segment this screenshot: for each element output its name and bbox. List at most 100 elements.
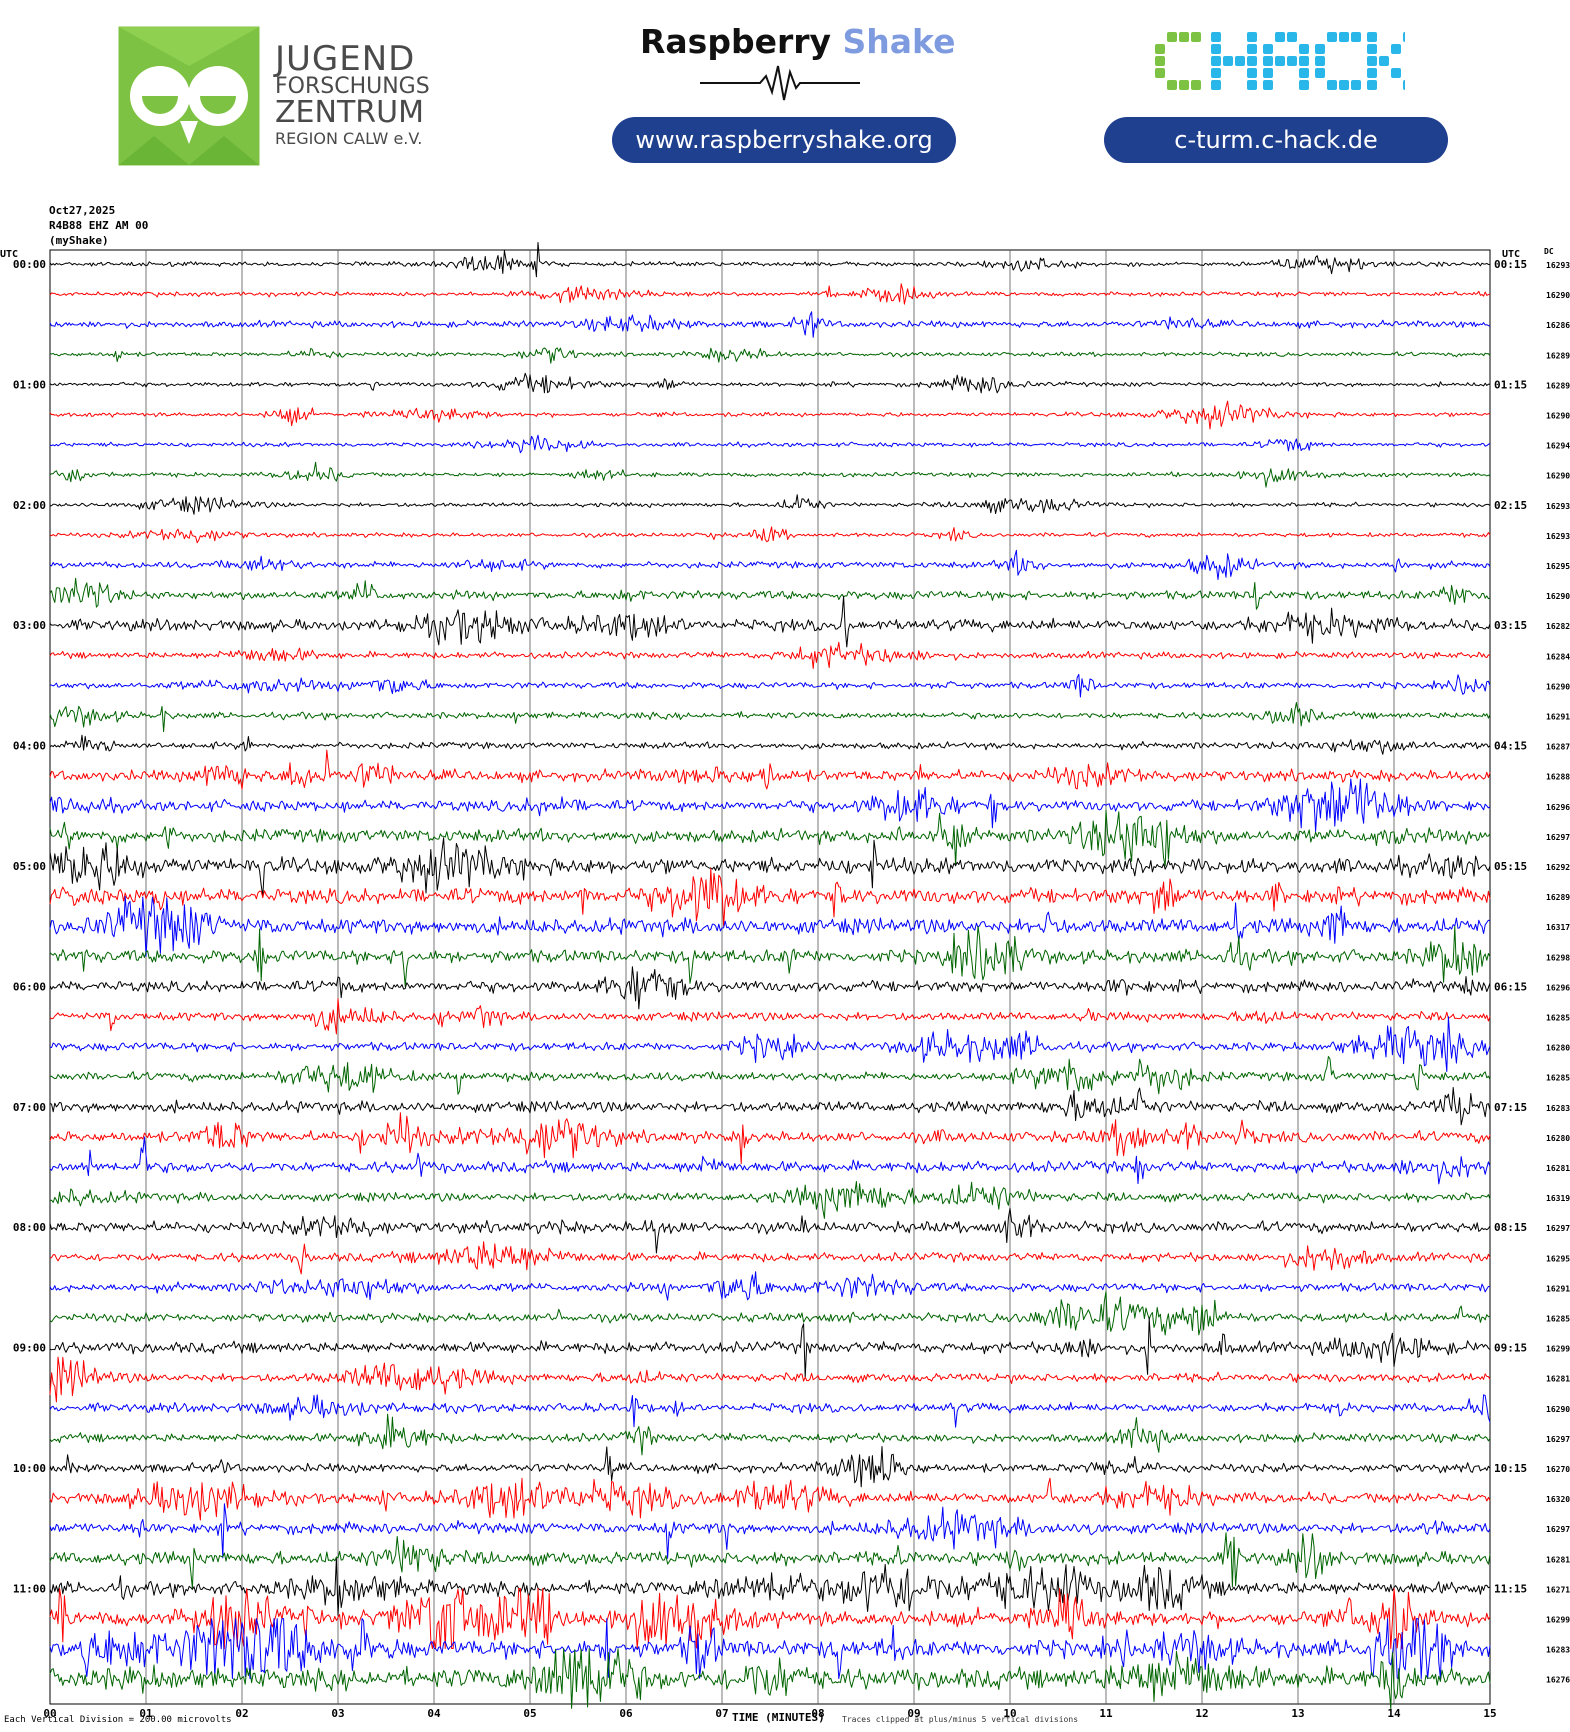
trace-line [49,1413,1491,1456]
utc-left-hour-label: 05:00 [13,860,46,873]
utc-right-hour-label: 08:15 [1494,1221,1527,1234]
trace-line [49,1557,1491,1616]
dc-value: 16288 [1546,773,1570,782]
trace-line [49,809,1491,867]
trace-line [49,867,1491,927]
dc-value: 16281 [1546,1555,1570,1564]
chack-logo-pixel [1247,80,1257,90]
x-tick-label: 07 [715,1707,728,1720]
chack-logo-pixel [1351,32,1361,42]
utc-right-label: UTC [1502,249,1521,260]
trace-line [49,494,1491,515]
dc-value: 16281 [1546,1375,1570,1384]
trace-line [49,1648,1491,1710]
x-tick-label: 00 [43,1707,56,1720]
x-tick-label: 09 [907,1707,920,1720]
dc-value: 16296 [1546,983,1570,992]
trace-line [49,1618,1491,1680]
utc-right-hour-label: 10:15 [1494,1462,1527,1475]
chack-logo-pixel [1299,44,1309,54]
x-tick-label: 06 [619,1707,633,1720]
chack-logo-pixel [1299,56,1309,66]
utc-right-hour-label: 03:15 [1494,619,1527,632]
utc-right-hour-label: 04:15 [1494,740,1527,753]
jfz-line3: ZENTRUM [275,95,424,130]
trace-line [49,311,1491,338]
jfz-line1: JUGEND [275,39,416,79]
dc-value: 16292 [1546,863,1570,872]
dc-value: 16285 [1546,1014,1570,1023]
chack-logo-pixel [1315,56,1325,66]
x-tick-label: 15 [1483,1707,1496,1720]
chack-logo-pixel [1235,56,1245,66]
trace-line [49,895,1491,957]
chack-logo-pixel [1155,56,1165,66]
raspberry-shake-title: Raspberry Shake [640,22,956,61]
chack-logo-pixel [1299,68,1309,78]
utc-left-hour-label: 06:00 [13,980,46,993]
utc-right-hour-label: 02:15 [1494,499,1527,512]
trace-line [49,673,1491,698]
dc-value: 16281 [1546,1164,1570,1173]
chack-logo-pixel [1223,56,1233,66]
chack-logo-pixel [1247,32,1257,42]
utc-left-hour-label: 03:00 [13,619,46,632]
dc-value: 16280 [1546,1134,1570,1143]
dc-label: DC [1544,247,1554,256]
trace-line [49,577,1491,610]
dc-value: 16286 [1546,321,1570,330]
chack-logo-pixel [1263,68,1273,78]
trace-line [49,1356,1491,1403]
utc-left-hour-label: 00:00 [13,258,46,271]
trace-line [49,1056,1491,1095]
raspberryshake-url-link[interactable]: www.raspberryshake.org [612,117,956,163]
x-tick-label: 03 [331,1707,344,1720]
utc-right-hour-label: 06:15 [1494,980,1527,993]
chack-logo-pixel [1367,32,1377,42]
utc-left-hour-label: 02:00 [13,499,46,512]
trace-line [49,925,1491,987]
dc-value: 16298 [1546,953,1570,962]
rs-title-accent: Shake [842,22,956,61]
dc-value: 16287 [1546,743,1570,752]
trace-line [49,641,1491,669]
scale-note: Each Vertical Division = 200.00 microvol… [4,1715,232,1725]
chack-logo-pixel [1379,56,1389,66]
trace-line [49,283,1491,305]
utc-right-hour-label: 07:15 [1494,1101,1527,1114]
trace-line [49,595,1491,648]
utc-left-label: UTC [0,249,19,260]
utc-right-hour-label: 05:15 [1494,860,1527,873]
trace-line [49,461,1491,488]
dc-value: 16270 [1546,1465,1570,1474]
trace-line [49,400,1491,430]
seismograph-wave-icon [700,65,860,101]
utc-right-hour-label: 09:15 [1494,1342,1527,1355]
trace-line [49,1503,1491,1559]
chack-logo-pixel [1403,80,1405,90]
chack-url-link[interactable]: c-turm.c-hack.de [1104,117,1448,163]
trace-line [49,1241,1491,1275]
chack-logo-pixel [1247,56,1257,66]
chack-logo-pixel [1263,44,1273,54]
dc-value: 16291 [1546,1284,1570,1293]
chack-logo-pixel [1191,80,1201,90]
dc-value: 16293 [1546,261,1570,270]
dc-value: 16280 [1546,1044,1570,1053]
chack-logo-pixel [1315,68,1325,78]
dc-value: 16282 [1546,622,1570,631]
label-layer: 00 01 02 03 04 05 06 07 08 09 10 11 12 13 14 15 16293 162… [13,258,1570,1720]
utc-left-hour-label: 09:00 [13,1342,46,1355]
trace-line [49,1532,1491,1589]
trace-line [49,372,1491,394]
dc-value: 16290 [1546,412,1570,421]
dc-value: 16317 [1546,923,1570,932]
trace-line [49,998,1491,1035]
grid-layer [49,249,1491,1705]
utc-left-hour-label: 01:00 [13,378,46,391]
dc-value: 16297 [1546,1224,1570,1233]
jfz-owl-logo [118,26,260,166]
utc-left-hour-label: 04:00 [13,740,46,753]
chack-logo-pixel [1367,68,1377,78]
